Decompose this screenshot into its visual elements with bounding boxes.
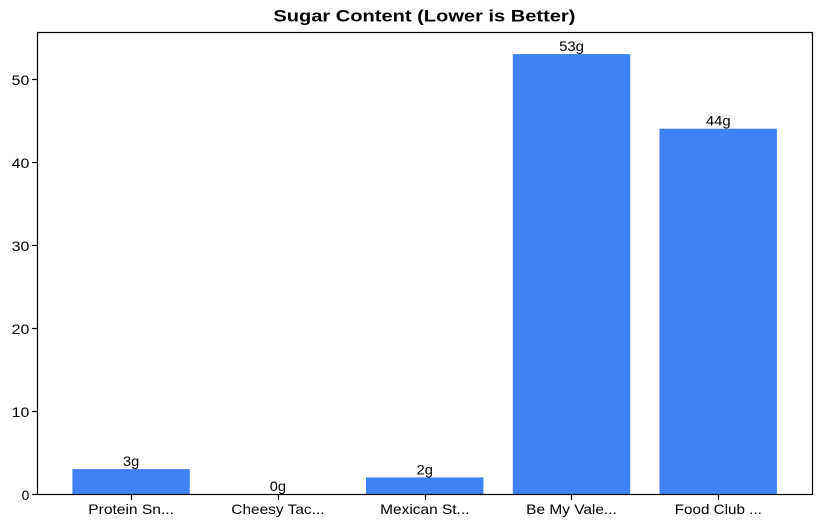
svg-text:44g: 44g xyxy=(706,113,731,129)
svg-text:10: 10 xyxy=(12,404,30,420)
svg-text:30: 30 xyxy=(12,238,30,254)
svg-text:53g: 53g xyxy=(559,38,584,54)
svg-text:Protein Sn...: Protein Sn... xyxy=(88,501,174,517)
svg-text:0g: 0g xyxy=(270,478,286,494)
svg-text:2g: 2g xyxy=(417,461,433,477)
svg-text:50: 50 xyxy=(12,72,30,88)
svg-text:3g: 3g xyxy=(123,453,139,469)
svg-text:Food Club ...: Food Club ... xyxy=(675,501,762,517)
svg-text:Be My Vale...: Be My Vale... xyxy=(526,501,617,517)
svg-text:0: 0 xyxy=(22,487,30,503)
svg-text:Cheesy Tac...: Cheesy Tac... xyxy=(231,501,324,517)
svg-text:40: 40 xyxy=(12,155,30,171)
svg-text:Mexican St...: Mexican St... xyxy=(380,501,469,517)
svg-text:Sugar Content (Lower is Better: Sugar Content (Lower is Better) xyxy=(273,8,575,26)
svg-text:20: 20 xyxy=(12,321,30,337)
